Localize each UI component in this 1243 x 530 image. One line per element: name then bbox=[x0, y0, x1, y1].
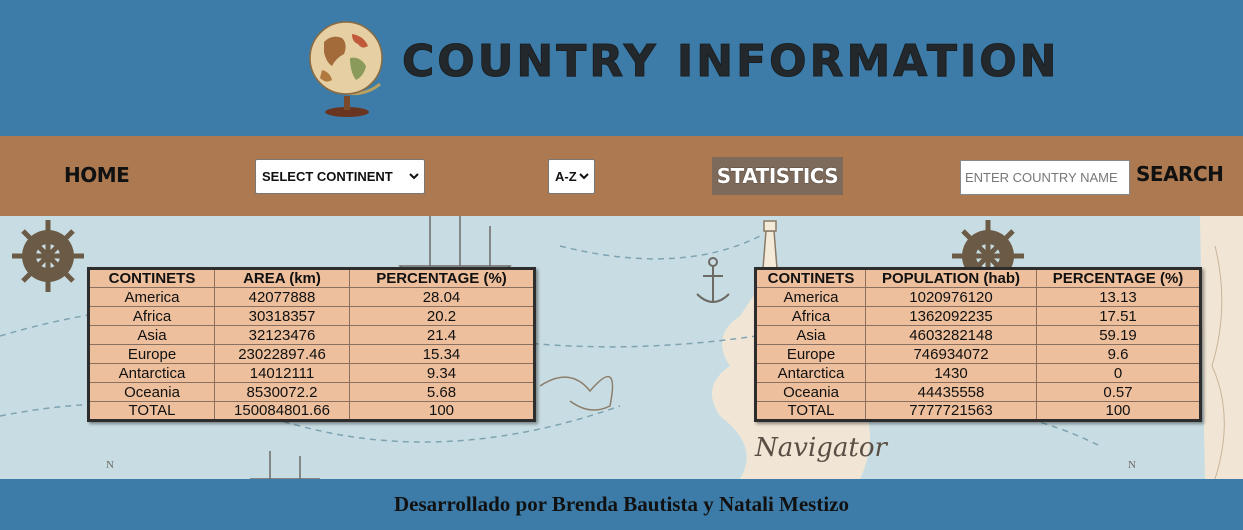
chevron-down-icon bbox=[579, 173, 589, 180]
table-cell: Europe bbox=[755, 344, 866, 364]
table-row: Asia 32123476 21.4 bbox=[88, 325, 535, 345]
search-placeholder: ENTER COUNTRY NAME bbox=[965, 170, 1118, 185]
home-link[interactable]: HOME bbox=[64, 163, 130, 187]
table-cell: America bbox=[88, 287, 215, 307]
column-header: POPULATION (hab) bbox=[865, 268, 1037, 288]
table-cell: 0 bbox=[1036, 363, 1201, 383]
page-title: COUNTRY INFORMATION bbox=[402, 36, 1060, 88]
navigator-label: Navigator bbox=[754, 433, 889, 463]
table-cell: 59.19 bbox=[1036, 325, 1201, 345]
table-cell: TOTAL bbox=[88, 401, 215, 421]
table-total-row: TOTAL 150084801.66 100 bbox=[88, 401, 535, 421]
table-row: Antarctica 14012111 9.34 bbox=[88, 363, 535, 383]
table-cell: 100 bbox=[349, 401, 535, 421]
table-row: Oceania 8530072.2 5.68 bbox=[88, 382, 535, 402]
table-cell: Antarctica bbox=[88, 363, 215, 383]
table-cell: Asia bbox=[755, 325, 866, 345]
table-header-row: CONTINETS AREA (km) PERCENTAGE (%) bbox=[88, 268, 535, 288]
table-cell: 20.2 bbox=[349, 306, 535, 326]
column-header: PERCENTAGE (%) bbox=[349, 268, 535, 288]
table-cell: 28.04 bbox=[349, 287, 535, 307]
table-cell: 9.34 bbox=[349, 363, 535, 383]
column-header: CONTINETS bbox=[755, 268, 866, 288]
table-cell: TOTAL bbox=[755, 401, 866, 421]
search-button[interactable]: SEARCH bbox=[1136, 162, 1224, 186]
column-header: AREA (km) bbox=[214, 268, 350, 288]
table-cell: 1020976120 bbox=[865, 287, 1037, 307]
table-cell: 23022897.46 bbox=[214, 344, 350, 364]
table-cell: 5.68 bbox=[349, 382, 535, 402]
table-cell: 9.6 bbox=[1036, 344, 1201, 364]
area-statistics-table: CONTINETS AREA (km) PERCENTAGE (%) Ameri… bbox=[87, 267, 536, 422]
table-cell: 42077888 bbox=[214, 287, 350, 307]
table-row: America 42077888 28.04 bbox=[88, 287, 535, 307]
table-cell: 14012111 bbox=[214, 363, 350, 383]
table-total-row: TOTAL 7777721563 100 bbox=[755, 401, 1201, 421]
table-row: Europe 746934072 9.6 bbox=[755, 344, 1201, 364]
header: COUNTRY INFORMATION bbox=[0, 0, 1243, 136]
table-cell: 15.34 bbox=[349, 344, 535, 364]
table-cell: 32123476 bbox=[214, 325, 350, 345]
footer-credit: Desarrollado por Brenda Bautista y Natal… bbox=[394, 492, 849, 516]
country-search-input[interactable]: ENTER COUNTRY NAME bbox=[960, 160, 1130, 195]
table-cell: Africa bbox=[88, 306, 215, 326]
population-statistics-table: CONTINETS POPULATION (hab) PERCENTAGE (%… bbox=[754, 267, 1202, 422]
statistics-button[interactable]: STATISTICS bbox=[712, 157, 843, 195]
table-cell: 4603282148 bbox=[865, 325, 1037, 345]
footer: Desarrollado por Brenda Bautista y Natal… bbox=[0, 479, 1243, 530]
table-cell: Oceania bbox=[755, 382, 866, 402]
order-select-value: A-Z bbox=[555, 169, 577, 184]
table-row: Asia 4603282148 59.19 bbox=[755, 325, 1201, 345]
table-header-row: CONTINETS POPULATION (hab) PERCENTAGE (%… bbox=[755, 268, 1201, 288]
table-row: America 1020976120 13.13 bbox=[755, 287, 1201, 307]
table-cell: 44435558 bbox=[865, 382, 1037, 402]
table-row: Oceania 44435558 0.57 bbox=[755, 382, 1201, 402]
table-cell: 7777721563 bbox=[865, 401, 1037, 421]
table-cell: 21.4 bbox=[349, 325, 535, 345]
continent-select[interactable]: SELECT CONTINENT bbox=[255, 159, 425, 194]
table-cell: 1362092235 bbox=[865, 306, 1037, 326]
table-cell: Antarctica bbox=[755, 363, 866, 383]
table-row: Africa 30318357 20.2 bbox=[88, 306, 535, 326]
chevron-down-icon bbox=[409, 173, 419, 180]
table-cell: Europe bbox=[88, 344, 215, 364]
table-cell: 1430 bbox=[865, 363, 1037, 383]
globe-logo-icon bbox=[309, 21, 383, 117]
table-row: Africa 1362092235 17.51 bbox=[755, 306, 1201, 326]
order-select[interactable]: A-Z bbox=[548, 159, 595, 194]
table-cell: Africa bbox=[755, 306, 866, 326]
table-cell: Asia bbox=[88, 325, 215, 345]
continent-select-value: SELECT CONTINENT bbox=[262, 169, 393, 184]
table-cell: 13.13 bbox=[1036, 287, 1201, 307]
vintage-map-illustration: N N Navigator bbox=[0, 216, 1243, 479]
svg-text:N: N bbox=[1128, 459, 1136, 471]
table-row: Antarctica 1430 0 bbox=[755, 363, 1201, 383]
table-cell: 8530072.2 bbox=[214, 382, 350, 402]
column-header: CONTINETS bbox=[88, 268, 215, 288]
table-cell: 746934072 bbox=[865, 344, 1037, 364]
svg-text:N: N bbox=[106, 459, 114, 471]
table-cell: 30318357 bbox=[214, 306, 350, 326]
table-cell: America bbox=[755, 287, 866, 307]
table-cell: Oceania bbox=[88, 382, 215, 402]
column-header: PERCENTAGE (%) bbox=[1036, 268, 1201, 288]
table-cell: 150084801.66 bbox=[214, 401, 350, 421]
table-row: Europe 23022897.46 15.34 bbox=[88, 344, 535, 364]
table-cell: 17.51 bbox=[1036, 306, 1201, 326]
table-cell: 0.57 bbox=[1036, 382, 1201, 402]
table-cell: 100 bbox=[1036, 401, 1201, 421]
